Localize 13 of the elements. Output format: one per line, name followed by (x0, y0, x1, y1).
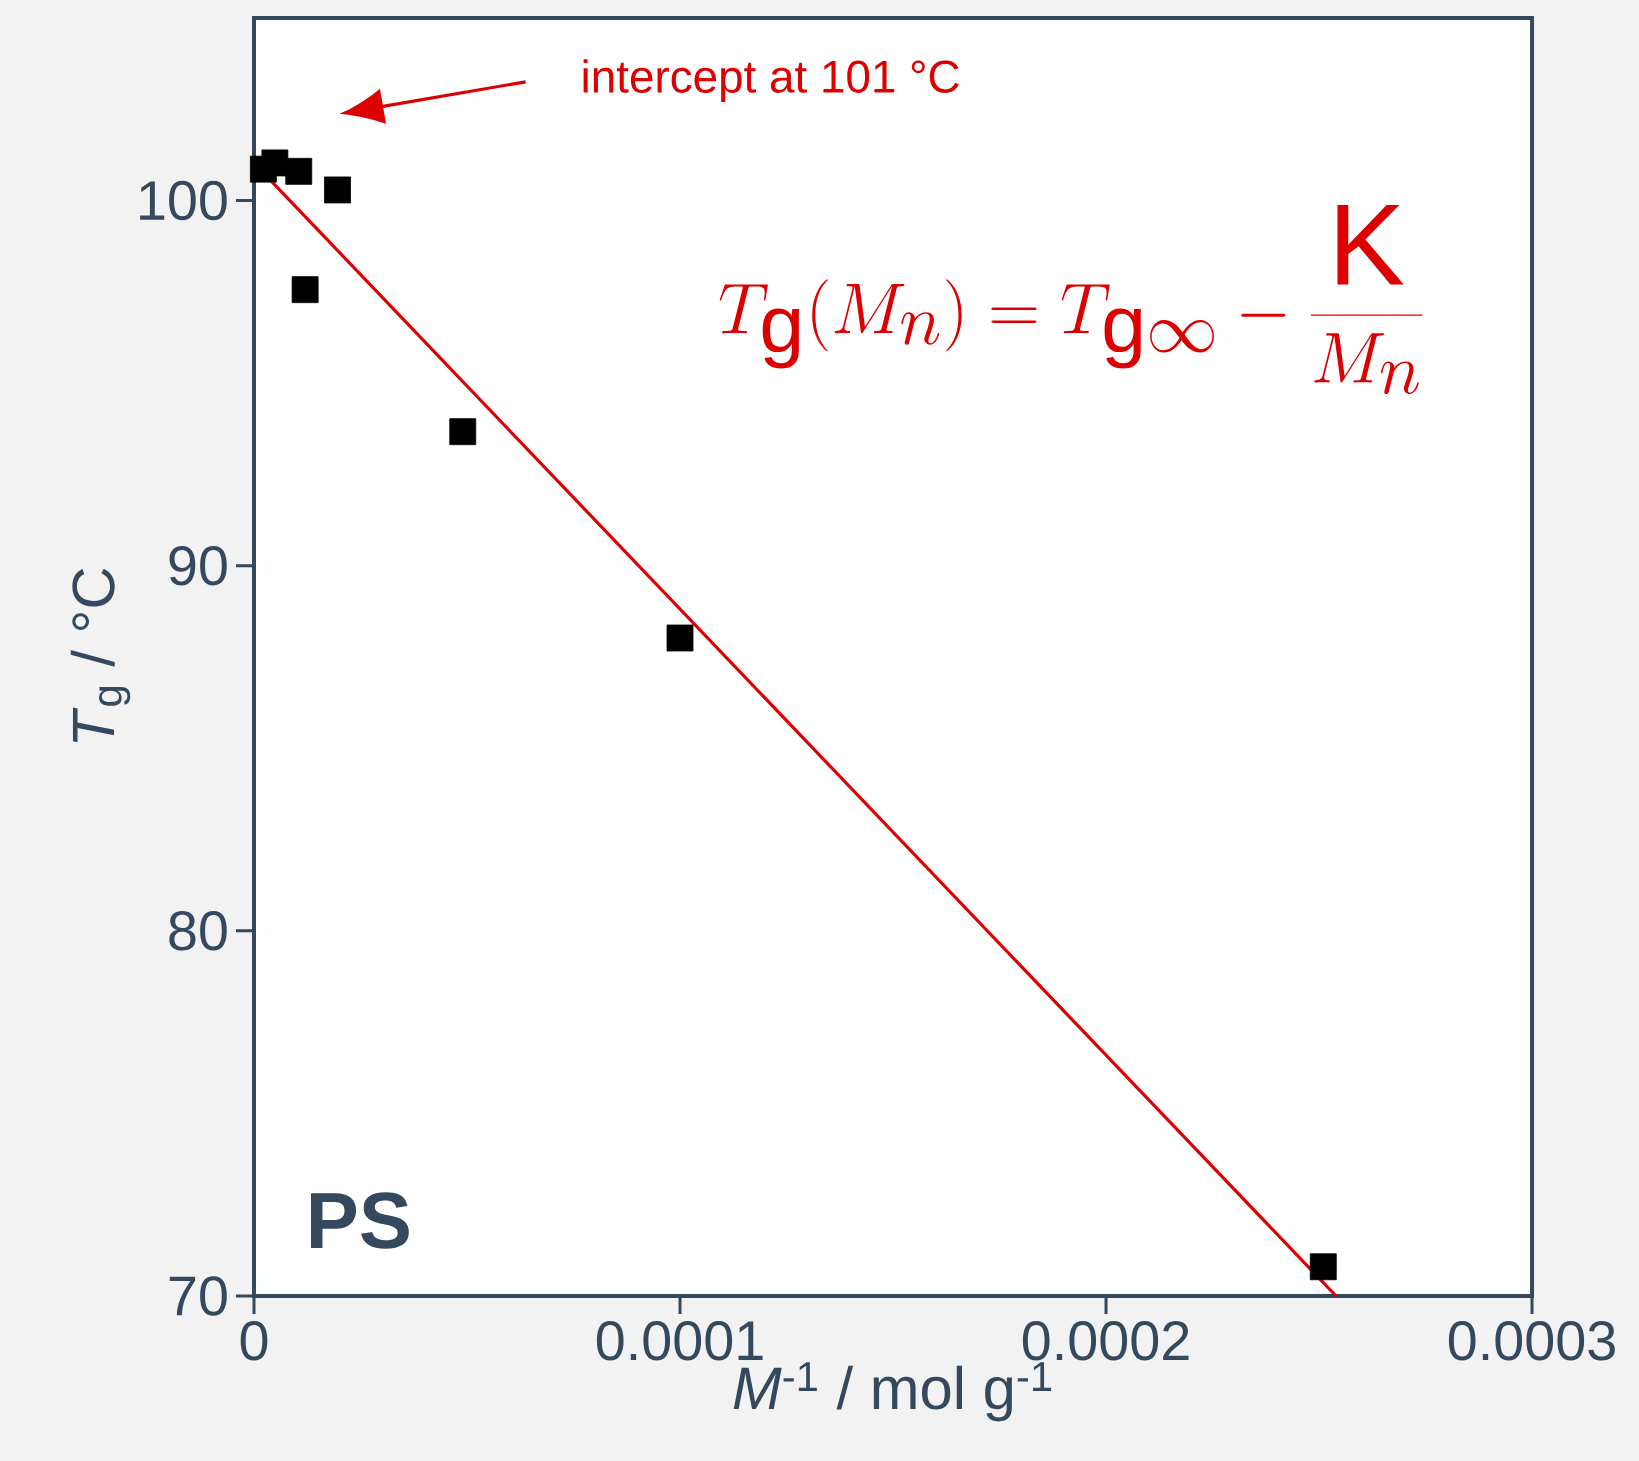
x-axis-title: M$^{-1}$ / mol g$^{-1}$ (733, 1362, 1052, 1422)
annotation: $T_\mathrm{g}(M_n) = T_{\mathrm{g}\infty} - \frac{\mathrm{K}}{M_n}$ (719, 205, 1423, 394)
y-axis-title: T$_{g}$ / °C (70, 568, 131, 743)
x-tick-label: 0 (240, 1321, 268, 1361)
y-tick-label: 90 (169, 545, 227, 586)
y-tick-label: 80 (169, 911, 227, 951)
annotation: intercept at 101 °C (583, 59, 959, 102)
annotation: PS (310, 1192, 409, 1249)
y-tick-label: 100 (140, 180, 227, 221)
x-tick-label: 0.0001 (596, 1321, 763, 1361)
y-tick-label: 70 (169, 1276, 227, 1316)
x-tick-label: 0.0002 (1022, 1321, 1189, 1361)
x-tick-label: 0.0003 (1448, 1321, 1615, 1361)
